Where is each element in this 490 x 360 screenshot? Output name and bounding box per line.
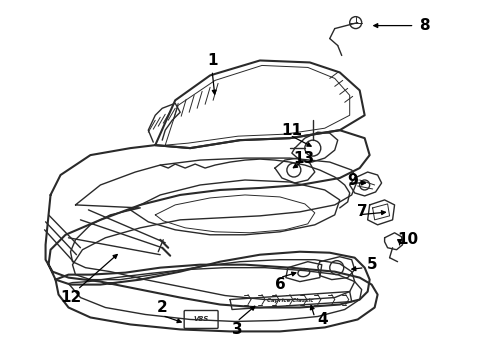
Text: 8: 8 [419, 18, 430, 33]
Text: 2: 2 [157, 300, 168, 315]
Text: 7: 7 [357, 204, 368, 219]
Text: 12: 12 [60, 290, 81, 305]
Text: V8S: V8S [194, 316, 209, 323]
Text: 13: 13 [294, 150, 315, 166]
Text: 5: 5 [367, 257, 377, 272]
Text: Caprice Classic: Caprice Classic [267, 298, 313, 303]
Text: 4: 4 [318, 312, 328, 327]
Text: 6: 6 [274, 277, 285, 292]
Text: 3: 3 [232, 322, 243, 337]
Text: 11: 11 [281, 123, 302, 138]
Text: 1: 1 [207, 53, 218, 68]
Text: 10: 10 [397, 232, 418, 247]
Text: 9: 9 [347, 172, 358, 188]
